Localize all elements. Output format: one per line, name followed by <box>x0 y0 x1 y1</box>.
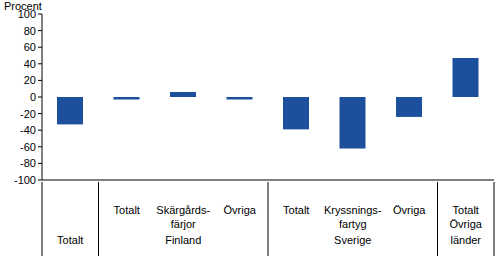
svg-text:Övriga: Övriga <box>224 204 257 216</box>
svg-text:Finland: Finland <box>165 234 201 246</box>
svg-text:100: 100 <box>18 8 36 20</box>
svg-text:Totalt: Totalt <box>114 204 140 216</box>
svg-text:60: 60 <box>24 41 36 53</box>
svg-text:länder: länder <box>450 234 481 246</box>
svg-text:80: 80 <box>24 25 36 37</box>
svg-text:Totalt: Totalt <box>283 204 309 216</box>
svg-text:Sverige: Sverige <box>334 234 371 246</box>
svg-text:fartyg: fartyg <box>339 218 367 230</box>
svg-text:Totalt: Totalt <box>453 204 479 216</box>
svg-text:färjor: färjor <box>171 218 196 230</box>
svg-text:Totalt: Totalt <box>57 234 83 246</box>
svg-text:-60: -60 <box>20 141 36 153</box>
svg-text:-20: -20 <box>20 108 36 120</box>
svg-text:Kryssnings-: Kryssnings- <box>324 204 382 216</box>
svg-text:Skärgårds-: Skärgårds- <box>156 204 210 216</box>
svg-text:-40: -40 <box>20 124 36 136</box>
svg-text:Övriga: Övriga <box>450 218 483 230</box>
svg-text:20: 20 <box>24 74 36 86</box>
svg-text:-100: -100 <box>14 174 36 186</box>
svg-text:0: 0 <box>30 91 36 103</box>
svg-text:40: 40 <box>24 58 36 70</box>
svg-text:-80: -80 <box>20 157 36 169</box>
svg-text:Övriga: Övriga <box>393 204 426 216</box>
